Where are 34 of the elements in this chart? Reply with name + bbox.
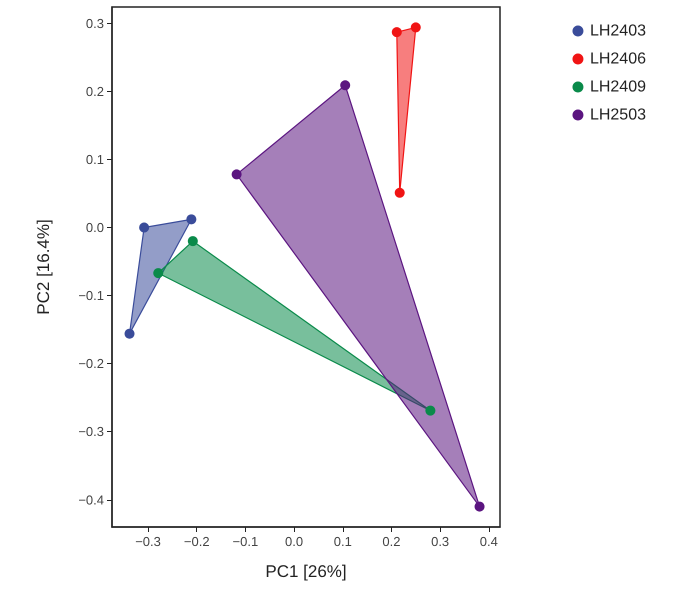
x-tick-label: −0.1 (232, 534, 258, 549)
point (340, 80, 350, 90)
legend-label: LH2406 (590, 50, 646, 68)
y-axis-title: PC2 [16.4%] (34, 219, 53, 315)
point (153, 268, 164, 278)
x-tick-label: −0.2 (184, 534, 210, 549)
point (425, 406, 436, 416)
point (474, 502, 485, 512)
point (410, 22, 421, 32)
legend-label: LH2503 (590, 106, 646, 124)
y-tick-label: 0.2 (86, 84, 104, 99)
x-tick-label: 0.4 (480, 534, 498, 549)
y-tick-label: 0.0 (86, 220, 104, 236)
y-tick-label: −0.4 (78, 492, 104, 508)
x-tick-label: 0.2 (382, 534, 400, 549)
point (139, 222, 150, 233)
x-tick-label: −0.3 (135, 534, 161, 549)
y-tick-label: −0.2 (78, 356, 104, 372)
y-tick-label: −0.1 (78, 288, 104, 304)
y-tick-label: 0.1 (86, 152, 104, 167)
y-tick-label: −0.3 (78, 424, 104, 440)
x-tick-label: 0.3 (431, 534, 450, 549)
point (124, 328, 135, 339)
point (392, 27, 402, 38)
legend-label: LH2403 (590, 22, 646, 40)
legend-label: LH2409 (590, 78, 646, 96)
x-tick-label: 0.0 (285, 534, 304, 549)
y-tick-label: 0.3 (86, 16, 104, 31)
point (232, 169, 242, 180)
x-axis-title: PC1 [26%] (265, 562, 347, 581)
point (394, 188, 405, 198)
point (188, 236, 198, 246)
x-tick-label: 0.1 (334, 534, 352, 549)
point (186, 214, 196, 224)
